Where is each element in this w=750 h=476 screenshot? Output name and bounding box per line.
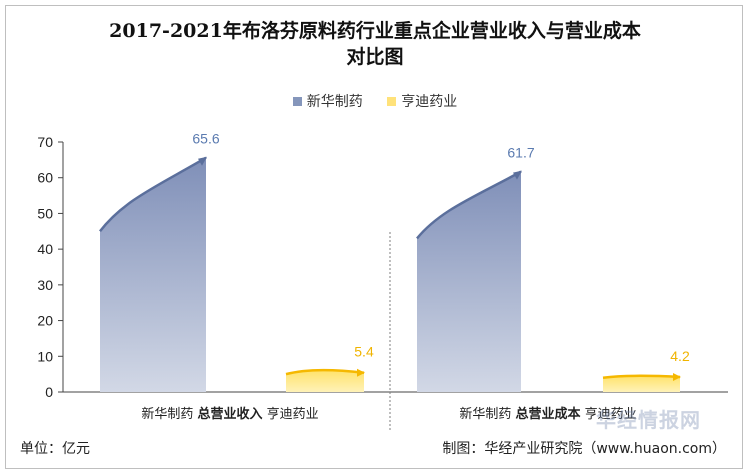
line-cost-hengdi bbox=[602, 374, 681, 379]
arrow-revenue-xinhua bbox=[198, 156, 207, 166]
x-category-label-revenue: 新华制药 总营业收入 亨迪药业 bbox=[141, 406, 318, 422]
legend-item-hengdi: 亨迪药业 bbox=[387, 91, 457, 111]
line-cost-xinhua bbox=[416, 170, 522, 240]
data-label-cost-hengdi: 4.2 bbox=[670, 348, 690, 364]
legend-swatch-xinhua bbox=[292, 97, 302, 106]
data-label-cost-xinhua: 61.7 bbox=[507, 145, 534, 161]
legend-label-hengdi: 亨迪药业 bbox=[401, 94, 458, 110]
arrow-cost-xinhua bbox=[513, 170, 522, 180]
y-tick-label: 20 bbox=[37, 313, 53, 329]
legend-item-xinhua: 新华制药 bbox=[292, 91, 363, 111]
chart-title: 2017-2021年布洛芬原料药行业重点企业营业收入与营业成本 对比图 bbox=[0, 18, 750, 70]
area-revenue-xinhua bbox=[100, 157, 206, 392]
data-label-revenue-hengdi: 5.4 bbox=[354, 344, 374, 360]
source-label: 制图：华经产业研究院（www.huaon.com） bbox=[442, 441, 726, 457]
legend-swatch-hengdi bbox=[387, 97, 397, 106]
arrow-revenue-hengdi bbox=[357, 368, 365, 377]
y-tick-label: 70 bbox=[37, 134, 53, 150]
area-cost-hengdi bbox=[603, 375, 680, 392]
line-revenue-hengdi bbox=[285, 368, 365, 376]
area-revenue-hengdi bbox=[286, 370, 364, 392]
y-tick-label: 30 bbox=[37, 277, 53, 293]
y-tick-label: 0 bbox=[45, 384, 53, 400]
data-label-revenue-xinhua: 65.6 bbox=[192, 131, 219, 147]
legend-label-xinhua: 新华制药 bbox=[306, 94, 363, 110]
area-cost-xinhua bbox=[417, 171, 521, 392]
chart-legend: 新华制药 亨迪药业 bbox=[0, 91, 750, 111]
unit-label: 单位：亿元 bbox=[20, 441, 90, 457]
arrow-cost-hengdi bbox=[673, 373, 681, 381]
watermark-text: 华经情报网 bbox=[596, 408, 701, 432]
y-tick-label: 10 bbox=[37, 348, 53, 364]
x-category-label-cost: 新华制药 总营业成本 亨迪药业 bbox=[459, 406, 636, 422]
y-tick-label: 60 bbox=[37, 170, 53, 186]
y-tick-label: 50 bbox=[37, 205, 53, 221]
chart-title-text: 2017-2021年布洛芬原料药行业重点企业营业收入与营业成本 对比图 bbox=[109, 20, 641, 68]
y-tick-label: 40 bbox=[37, 241, 53, 257]
line-revenue-xinhua bbox=[99, 156, 207, 233]
